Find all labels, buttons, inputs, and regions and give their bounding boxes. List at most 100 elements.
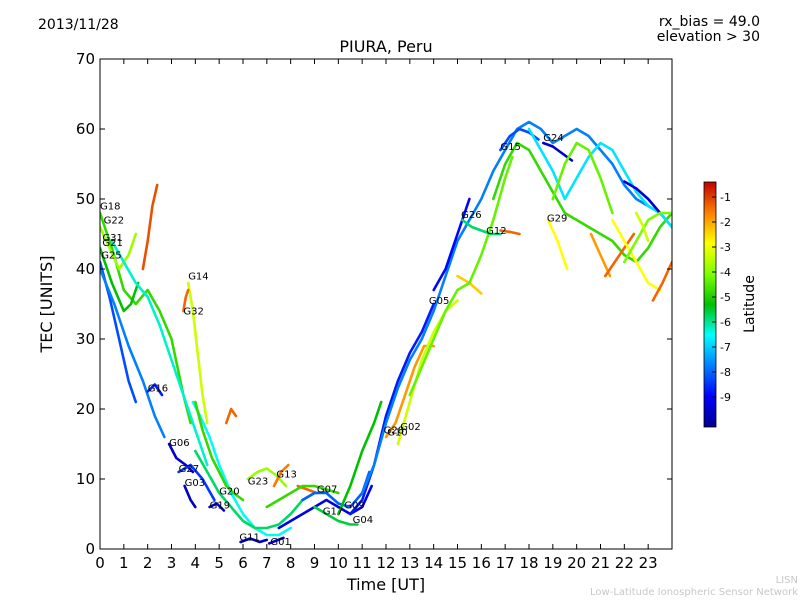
satellite-label: G07 [317,484,337,495]
series-g16 [146,383,164,397]
colorbar-tick-label: -6 [720,316,731,329]
x-tick-label: 23 [639,554,658,572]
y-tick-label: 30 [76,330,95,348]
colorbar-tick-label: -7 [720,341,731,354]
series-g23b [225,407,238,425]
series-g31 [141,183,159,271]
satellite-label: G27 [179,464,199,475]
x-axis-label: Time [UT] [346,575,425,594]
series-g03 [183,484,197,509]
x-tick-label: 2 [143,554,153,572]
series-g07b [265,484,340,509]
rx-bias-label: rx_bias = 49.0 [658,14,760,30]
colorbar-tick-label: -3 [720,241,731,254]
satellite-label: G06 [169,438,189,449]
series-g12b [460,218,502,236]
series-g12 [408,155,514,397]
series-g25b [100,267,166,439]
satellite-label: G17 [323,507,343,518]
footer-org-full: Low-Latitude Ionospheric Sensor Network [590,587,798,598]
footer-org-short: LISN [775,575,798,586]
x-tick-label: 1 [119,554,129,572]
series-g26 [432,197,471,292]
y-tick-label: 60 [76,120,95,138]
satellite-label: G03 [185,478,205,489]
colorbar-tick-label: -4 [720,266,731,279]
x-tick-label: 19 [543,554,562,572]
series-g29c [589,232,612,278]
series-gx4 [622,211,672,264]
satellite-label: G11 [239,533,259,544]
series-gx6 [634,211,650,243]
series-g24 [541,141,574,162]
satellite-label: G14 [188,272,208,283]
series-g21 [100,246,140,313]
y-axis-label: TEC [UNITS] [37,256,56,354]
colorbar-tick-label: -8 [720,366,731,379]
x-tick-label: 0 [95,554,105,572]
satellite-label: G20 [219,486,239,497]
series-gx5 [651,260,672,302]
series-gx2 [611,218,662,292]
series-g29 [546,218,569,271]
colorbar-tick-label: -2 [720,216,731,229]
colorbar [703,181,717,428]
y-tick-label: 70 [76,50,95,68]
y-tick-label: 50 [76,190,95,208]
x-tick-label: 10 [329,554,348,572]
x-tick-label: 7 [262,554,272,572]
series-g27 [177,463,216,502]
series-gx3 [622,180,662,215]
satellite-label: G28 [384,426,404,437]
satellite-label: G09 [344,500,364,511]
series-g20b [194,400,245,502]
series-g23 [246,467,288,488]
series-g22 [100,225,138,271]
satellite-label: G13 [276,470,296,481]
satellite-label: G15 [500,142,520,153]
x-tick-label: 8 [286,554,296,572]
satellite-label: G12 [486,226,506,237]
satellite-label: G10 [387,428,407,439]
x-tick-label: 5 [214,554,224,572]
x-tick-label: 9 [310,554,320,572]
x-tick-label: 15 [448,554,467,572]
x-tick-label: 13 [400,554,419,572]
x-tick-label: 20 [567,554,586,572]
y-tick-label: 20 [76,400,95,418]
series-g01 [267,536,285,545]
satellite-label: G25 [101,251,121,262]
series-g32 [182,288,190,313]
satellite-label: G02 [400,422,420,433]
satellite-label: G24 [543,133,563,144]
x-tick-label: 12 [376,554,395,572]
satellite-label: G21 [102,238,122,249]
satellite-label: G23 [248,477,268,488]
x-tick-label: 22 [615,554,634,572]
satellite-label: G01 [270,537,290,548]
satellite-label: G26 [461,210,481,221]
colorbar-tick-label: -1 [720,191,731,204]
series-g28 [348,302,436,516]
series-g26b [456,274,483,295]
satellite-label: G29 [547,213,567,224]
colorbar-tick-label: -5 [720,291,731,304]
series-g10 [336,400,383,516]
series-g12c [499,229,521,236]
satellite-label: G18 [100,202,120,213]
date-label: 2013/11/28 [38,17,119,33]
series-g13 [272,463,290,488]
x-tick-label: 11 [353,554,372,572]
satellite-label: G31 [102,233,122,244]
series-g17 [277,484,374,530]
x-tick-label: 16 [472,554,491,572]
x-tick-label: 6 [238,554,248,572]
series-g14 [186,281,209,425]
y-tick-label: 40 [76,260,95,278]
x-tick-label: 21 [591,554,610,572]
satellite-label: G22 [104,216,124,227]
x-tick-label: 3 [167,554,177,572]
colorbar-label: Latitude [742,275,758,333]
series-g15b [491,141,672,264]
